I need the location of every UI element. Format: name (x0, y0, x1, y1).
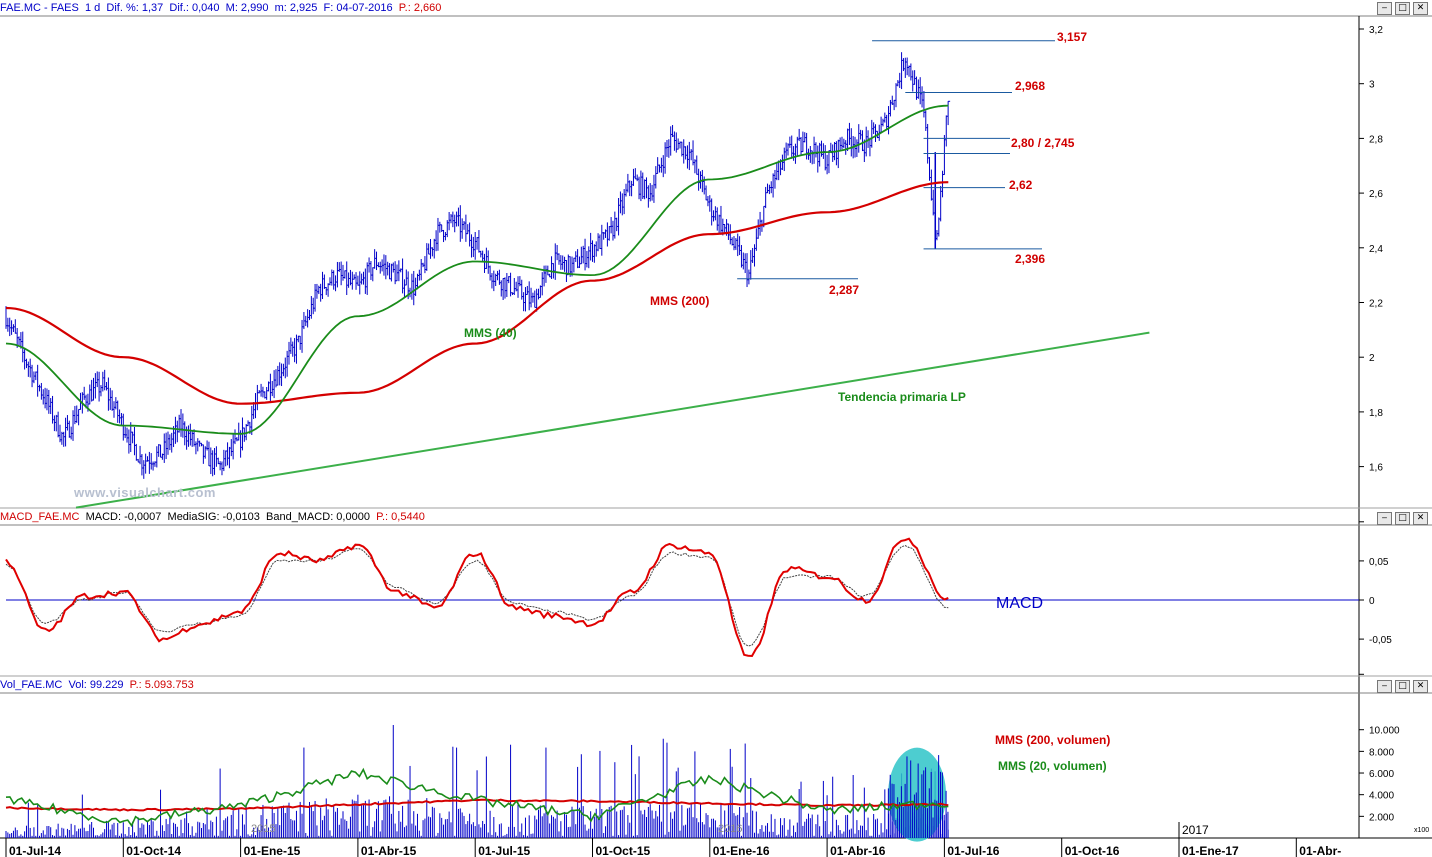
dif-label: Dif.: 0,040 (169, 2, 220, 14)
macd-signal: MediaSIG: -0,0103 (167, 511, 260, 523)
macd-value: MACD: -0,0007 (85, 511, 162, 523)
annot-trend: Tendencia primaria LP (838, 390, 966, 404)
price-label: P.: 2,660 (398, 2, 442, 14)
price-window-buttons: ‒ □ ✕ (1377, 2, 1428, 15)
volume-panel-header: Vol_FAE.MC Vol: 99.229 P.: 5.093.753 (0, 677, 194, 693)
x-label: 01-Abr-15 (361, 844, 417, 857)
vol-minimize-button[interactable]: ‒ (1377, 680, 1392, 693)
price-y-label: 2,4 (1369, 244, 1383, 255)
macd-window-buttons: ‒ □ ✕ (1377, 512, 1428, 525)
annot-mms40: MMS (40) (464, 326, 517, 340)
annot-mms200: MMS (200) (650, 294, 709, 308)
vol-mms20-line (5, 767, 949, 828)
price-y-label: 3 (1369, 80, 1375, 91)
x-label: 01-Ene-15 (244, 844, 301, 857)
vol-legend-200: MMS (200, volumen) (995, 733, 1110, 747)
mms200-line (5, 181, 949, 405)
x-label: 01-Abr- (1299, 844, 1341, 857)
year-mark-2016: 2016 (718, 823, 742, 835)
min-label: m: 2,925 (274, 2, 318, 14)
annot-262: 2,62 (1009, 178, 1033, 192)
dif-pct-label: Dif. %: 1,37 (106, 2, 164, 14)
macd-label: MACD (996, 595, 1043, 612)
trend-line (75, 331, 1150, 509)
watermark: www.visualchart.com (73, 485, 216, 500)
annot-2968: 2,968 (1015, 79, 1045, 93)
vol-y-label: 10.000 (1369, 726, 1400, 737)
volume-window-buttons: ‒ □ ✕ (1377, 680, 1428, 693)
minimize-button[interactable]: ‒ (1377, 2, 1392, 15)
macd-panel-header: MACD_FAE.MC MACD: -0,0007 MediaSIG: -0,0… (0, 509, 425, 525)
macd-close-button[interactable]: ✕ (1413, 512, 1428, 525)
vol-y-label: 8.000 (1369, 747, 1394, 758)
vol-p: P.: 5.093.753 (129, 679, 194, 691)
price-y-label: 1,8 (1369, 408, 1383, 419)
max-label: M: 2,990 (225, 2, 269, 14)
vol-close-button[interactable]: ✕ (1413, 680, 1428, 693)
vol-restore-button[interactable]: □ (1395, 680, 1410, 693)
macd-y-label: -0,05 (1369, 635, 1392, 646)
macd-minimize-button[interactable]: ‒ (1377, 512, 1392, 525)
price-plot (5, 40, 1150, 509)
price-y-axis: 3,2 3 2,8 2,6 2,4 2,2 2 1,8 1,6 (1359, 25, 1383, 474)
price-y-label: 2,6 (1369, 189, 1383, 200)
x-label: 01-Jul-15 (478, 844, 530, 857)
x-label: 01-Jul-14 (9, 844, 61, 857)
macd-name: MACD_FAE.MC (0, 511, 80, 523)
annot-2287: 2,287 (829, 283, 859, 297)
x-year-label: 2017 (1182, 823, 1209, 837)
macd-line (5, 537, 949, 658)
close-button[interactable]: ✕ (1413, 2, 1428, 15)
x-label: 01-Ene-16 (713, 844, 770, 857)
price-y-label: 2 (1369, 353, 1375, 364)
vol-y-label: 6.000 (1369, 769, 1394, 780)
price-y-label: 1,6 (1369, 463, 1383, 474)
vol-legend-20: MMS (20, volumen) (998, 759, 1107, 773)
restore-button[interactable]: □ (1395, 2, 1410, 15)
vol-y-label: 4.000 (1369, 791, 1394, 802)
price-panel-header: FAE.MC - FAES 1 d Dif. %: 1,37 Dif.: 0,0… (0, 0, 1360, 16)
year-mark-2015: 2015 (251, 823, 275, 835)
macd-y-label: 0 (1369, 596, 1375, 607)
period-label: 1 d (84, 2, 101, 14)
macd-p: P.: 0,5440 (376, 511, 425, 523)
volume-y-axis: 10.000 8.000 6.000 4.000 2.000 (1359, 726, 1400, 823)
macd-plot (5, 537, 1359, 658)
x-axis: 01-Jul-14 01-Oct-14 01-Ene-15 01-Abr-15 01-J… (5, 822, 1341, 857)
macd-y-axis: 0,05 0 -0,05 (1359, 521, 1392, 675)
x-label: 01-Jul-16 (947, 844, 999, 857)
vol-name: Vol_FAE.MC (0, 679, 63, 691)
volume-plot (5, 724, 949, 842)
x-label: 01-Abr-16 (830, 844, 886, 857)
x-label: 01-Oct-14 (126, 844, 181, 857)
x-label: 01-Oct-16 (1065, 844, 1120, 857)
mms40-line (5, 104, 949, 435)
annot-3157: 3,157 (1057, 30, 1087, 44)
macd-band: Band_MACD: 0,0000 (266, 511, 370, 523)
annot-2396: 2,396 (1015, 252, 1045, 266)
macd-y-label: 0,05 (1369, 557, 1389, 568)
volume-highlight (888, 747, 947, 842)
price-y-label: 3,2 (1369, 25, 1383, 36)
x-label: 01-Oct-15 (596, 844, 651, 857)
vol-value: Vol: 99.229 (68, 679, 124, 691)
macd-restore-button[interactable]: □ (1395, 512, 1410, 525)
x-label: 01-Ene-17 (1182, 844, 1239, 857)
annot-2800: 2,80 / 2,745 (1011, 136, 1075, 150)
price-y-label: 2,2 (1369, 299, 1383, 310)
macd-signal-line (5, 545, 949, 647)
vol-scale: x100 (1414, 827, 1429, 834)
date-label: F: 04-07-2016 (323, 2, 393, 14)
symbol-label: FAE.MC - FAES (0, 2, 79, 14)
price-y-label: 2,8 (1369, 134, 1383, 145)
vol-y-label: 2.000 (1369, 812, 1394, 823)
vol-mms200-line (5, 798, 949, 812)
